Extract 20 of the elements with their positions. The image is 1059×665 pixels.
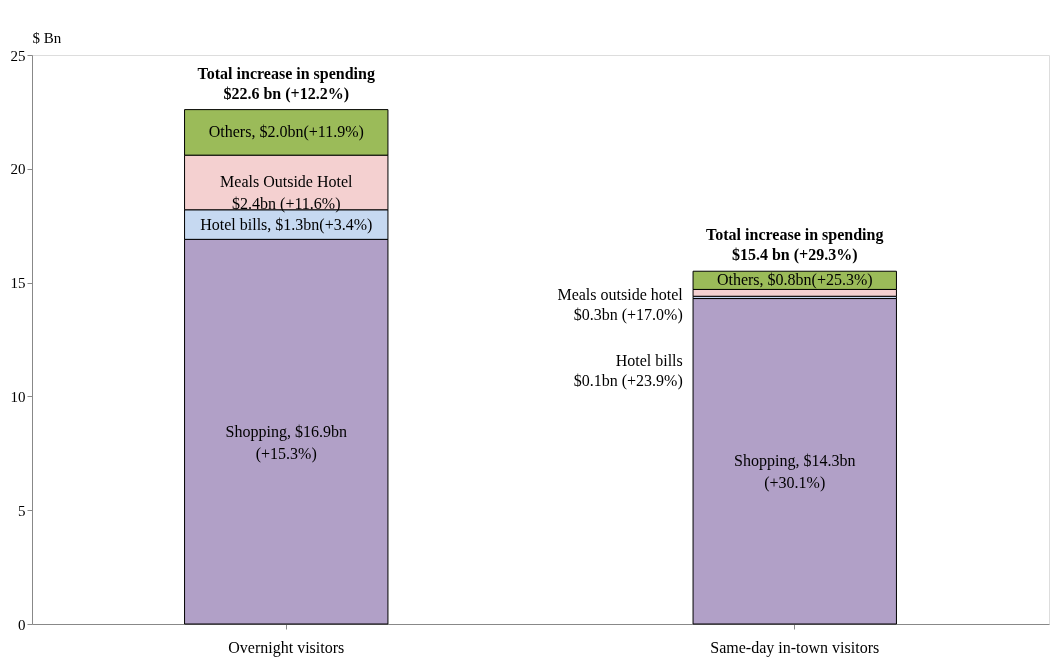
annotation: Others, $0.8bn(+25.3%) [716,271,873,290]
total-label: Total increase in spending $22.6 bn (+12.2%) [197,64,375,103]
bar [692,298,897,625]
annotation: Shopping, $16.9bn (+15.3%) [225,422,347,463]
annotation: Hotel bills, $1.3bn(+3.4%) [200,215,373,234]
y-axis-title: $ Bn [32,29,62,46]
y-tick-label: 0 [18,616,26,633]
annotation: Hotel bills $0.1bn (+23.9%) [573,352,683,391]
total-label: Total increase in spending $15.4 bn (+29.3%) [706,226,884,265]
x-tick-label: Overnight visitors [228,638,345,657]
y-tick-label: 20 [10,161,26,178]
x-tick-label: Same-day in-town visitors [710,638,880,657]
y-tick-label: 25 [10,47,26,64]
annotation: Shopping, $14.3bn (+30.1%) [734,452,856,493]
annotation: Others, $2.0bn(+11.9%) [208,123,364,142]
annotation: Meals outside hotel $0.3bn (+17.0%) [557,285,684,324]
y-tick-label: 10 [10,388,26,405]
y-tick-label: 15 [10,275,26,292]
y-tick-label: 5 [18,502,26,519]
annotation: Meals Outside Hotel $2.4bn (+11.6%) [220,173,354,214]
